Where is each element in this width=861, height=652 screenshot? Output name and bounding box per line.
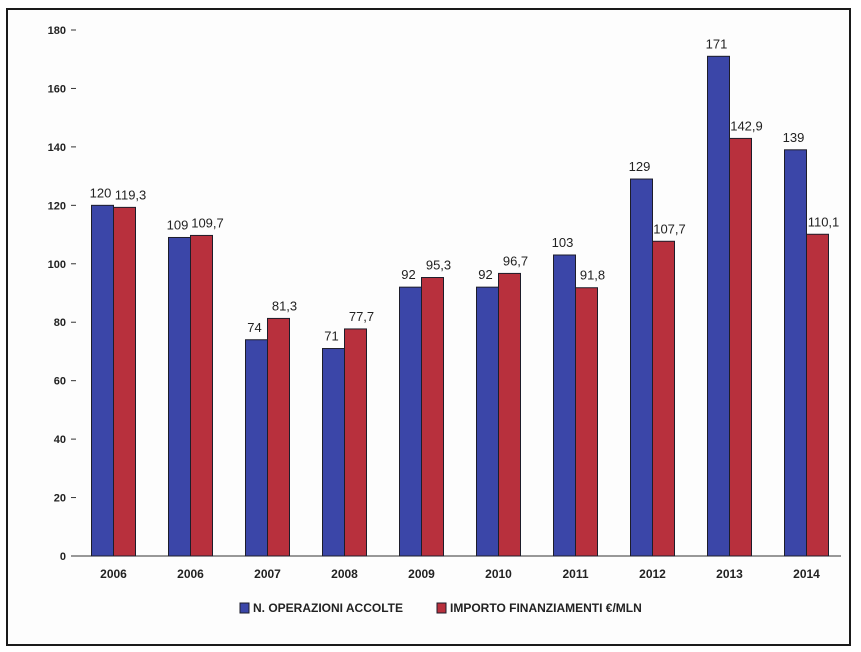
bar-operazioni bbox=[630, 178, 653, 557]
data-label: 109 bbox=[167, 217, 189, 232]
data-label: 109,7 bbox=[191, 215, 224, 230]
data-label: 129 bbox=[629, 159, 651, 174]
bar-operazioni bbox=[245, 339, 268, 557]
data-label: 77,7 bbox=[349, 309, 374, 324]
y-tick-label: 20 bbox=[54, 493, 66, 505]
legend-label: N. OPERAZIONI ACCOLTE bbox=[253, 601, 403, 615]
x-tick-label: 2008 bbox=[331, 567, 358, 581]
data-label: 81,3 bbox=[272, 298, 297, 313]
y-tick-label: 100 bbox=[48, 259, 66, 271]
y-tick-label: 160 bbox=[48, 83, 66, 95]
bar-operazioni bbox=[399, 286, 422, 557]
bar-operazioni bbox=[476, 286, 499, 557]
data-label: 96,7 bbox=[503, 253, 528, 268]
bar-operazioni bbox=[553, 254, 576, 557]
y-tick-label: 60 bbox=[54, 376, 66, 388]
x-tick-label: 2007 bbox=[254, 567, 281, 581]
data-label: 95,3 bbox=[426, 258, 451, 273]
x-tick-label: 2006 bbox=[100, 567, 127, 581]
data-label: 120 bbox=[90, 185, 112, 200]
y-tick-label: 80 bbox=[54, 317, 66, 329]
data-label: 74 bbox=[247, 320, 261, 335]
bar-importo bbox=[729, 137, 752, 557]
bar-importo bbox=[498, 272, 521, 557]
x-tick-label: 2006 bbox=[177, 567, 204, 581]
bar-importo bbox=[575, 287, 598, 557]
bar-operazioni bbox=[91, 204, 114, 557]
data-label: 110,1 bbox=[808, 214, 840, 229]
legend-swatch bbox=[436, 602, 447, 614]
bar-importo bbox=[190, 234, 213, 557]
x-tick-label: 2014 bbox=[793, 567, 820, 581]
bar-importo bbox=[113, 206, 136, 557]
y-tick-label: 120 bbox=[48, 200, 66, 212]
x-tick-label: 2009 bbox=[408, 567, 435, 581]
bar-importo bbox=[806, 233, 829, 557]
bar-importo bbox=[421, 277, 444, 557]
bar-operazioni bbox=[707, 55, 730, 557]
y-tick-label: 0 bbox=[60, 551, 66, 563]
bar-operazioni bbox=[784, 149, 807, 557]
x-tick-label: 2013 bbox=[716, 567, 743, 581]
data-label: 71 bbox=[324, 329, 338, 344]
legend-swatch bbox=[239, 602, 250, 614]
data-label: 119,3 bbox=[115, 187, 147, 202]
data-label: 103 bbox=[552, 235, 574, 250]
data-label: 92 bbox=[401, 267, 415, 282]
data-label: 107,7 bbox=[653, 221, 686, 236]
data-label: 142,9 bbox=[730, 118, 763, 133]
data-label: 139 bbox=[783, 130, 805, 145]
legend-label: IMPORTO FINANZIAMENTI €/MLN bbox=[450, 601, 642, 615]
x-tick-label: 2012 bbox=[639, 567, 666, 581]
x-tick-label: 2010 bbox=[485, 567, 512, 581]
bar-importo bbox=[267, 317, 290, 557]
y-tick-label: 140 bbox=[48, 142, 66, 154]
y-tick-label: 180 bbox=[48, 25, 66, 37]
data-label: 92 bbox=[478, 267, 492, 282]
bar-operazioni bbox=[322, 348, 345, 557]
data-label: 91,8 bbox=[580, 268, 605, 283]
x-tick-label: 2011 bbox=[562, 567, 588, 581]
bar-importo bbox=[344, 328, 367, 557]
data-label: 171 bbox=[706, 36, 728, 51]
bar-operazioni bbox=[168, 236, 191, 557]
y-tick-label: 40 bbox=[54, 434, 66, 446]
bar-importo bbox=[652, 240, 675, 557]
